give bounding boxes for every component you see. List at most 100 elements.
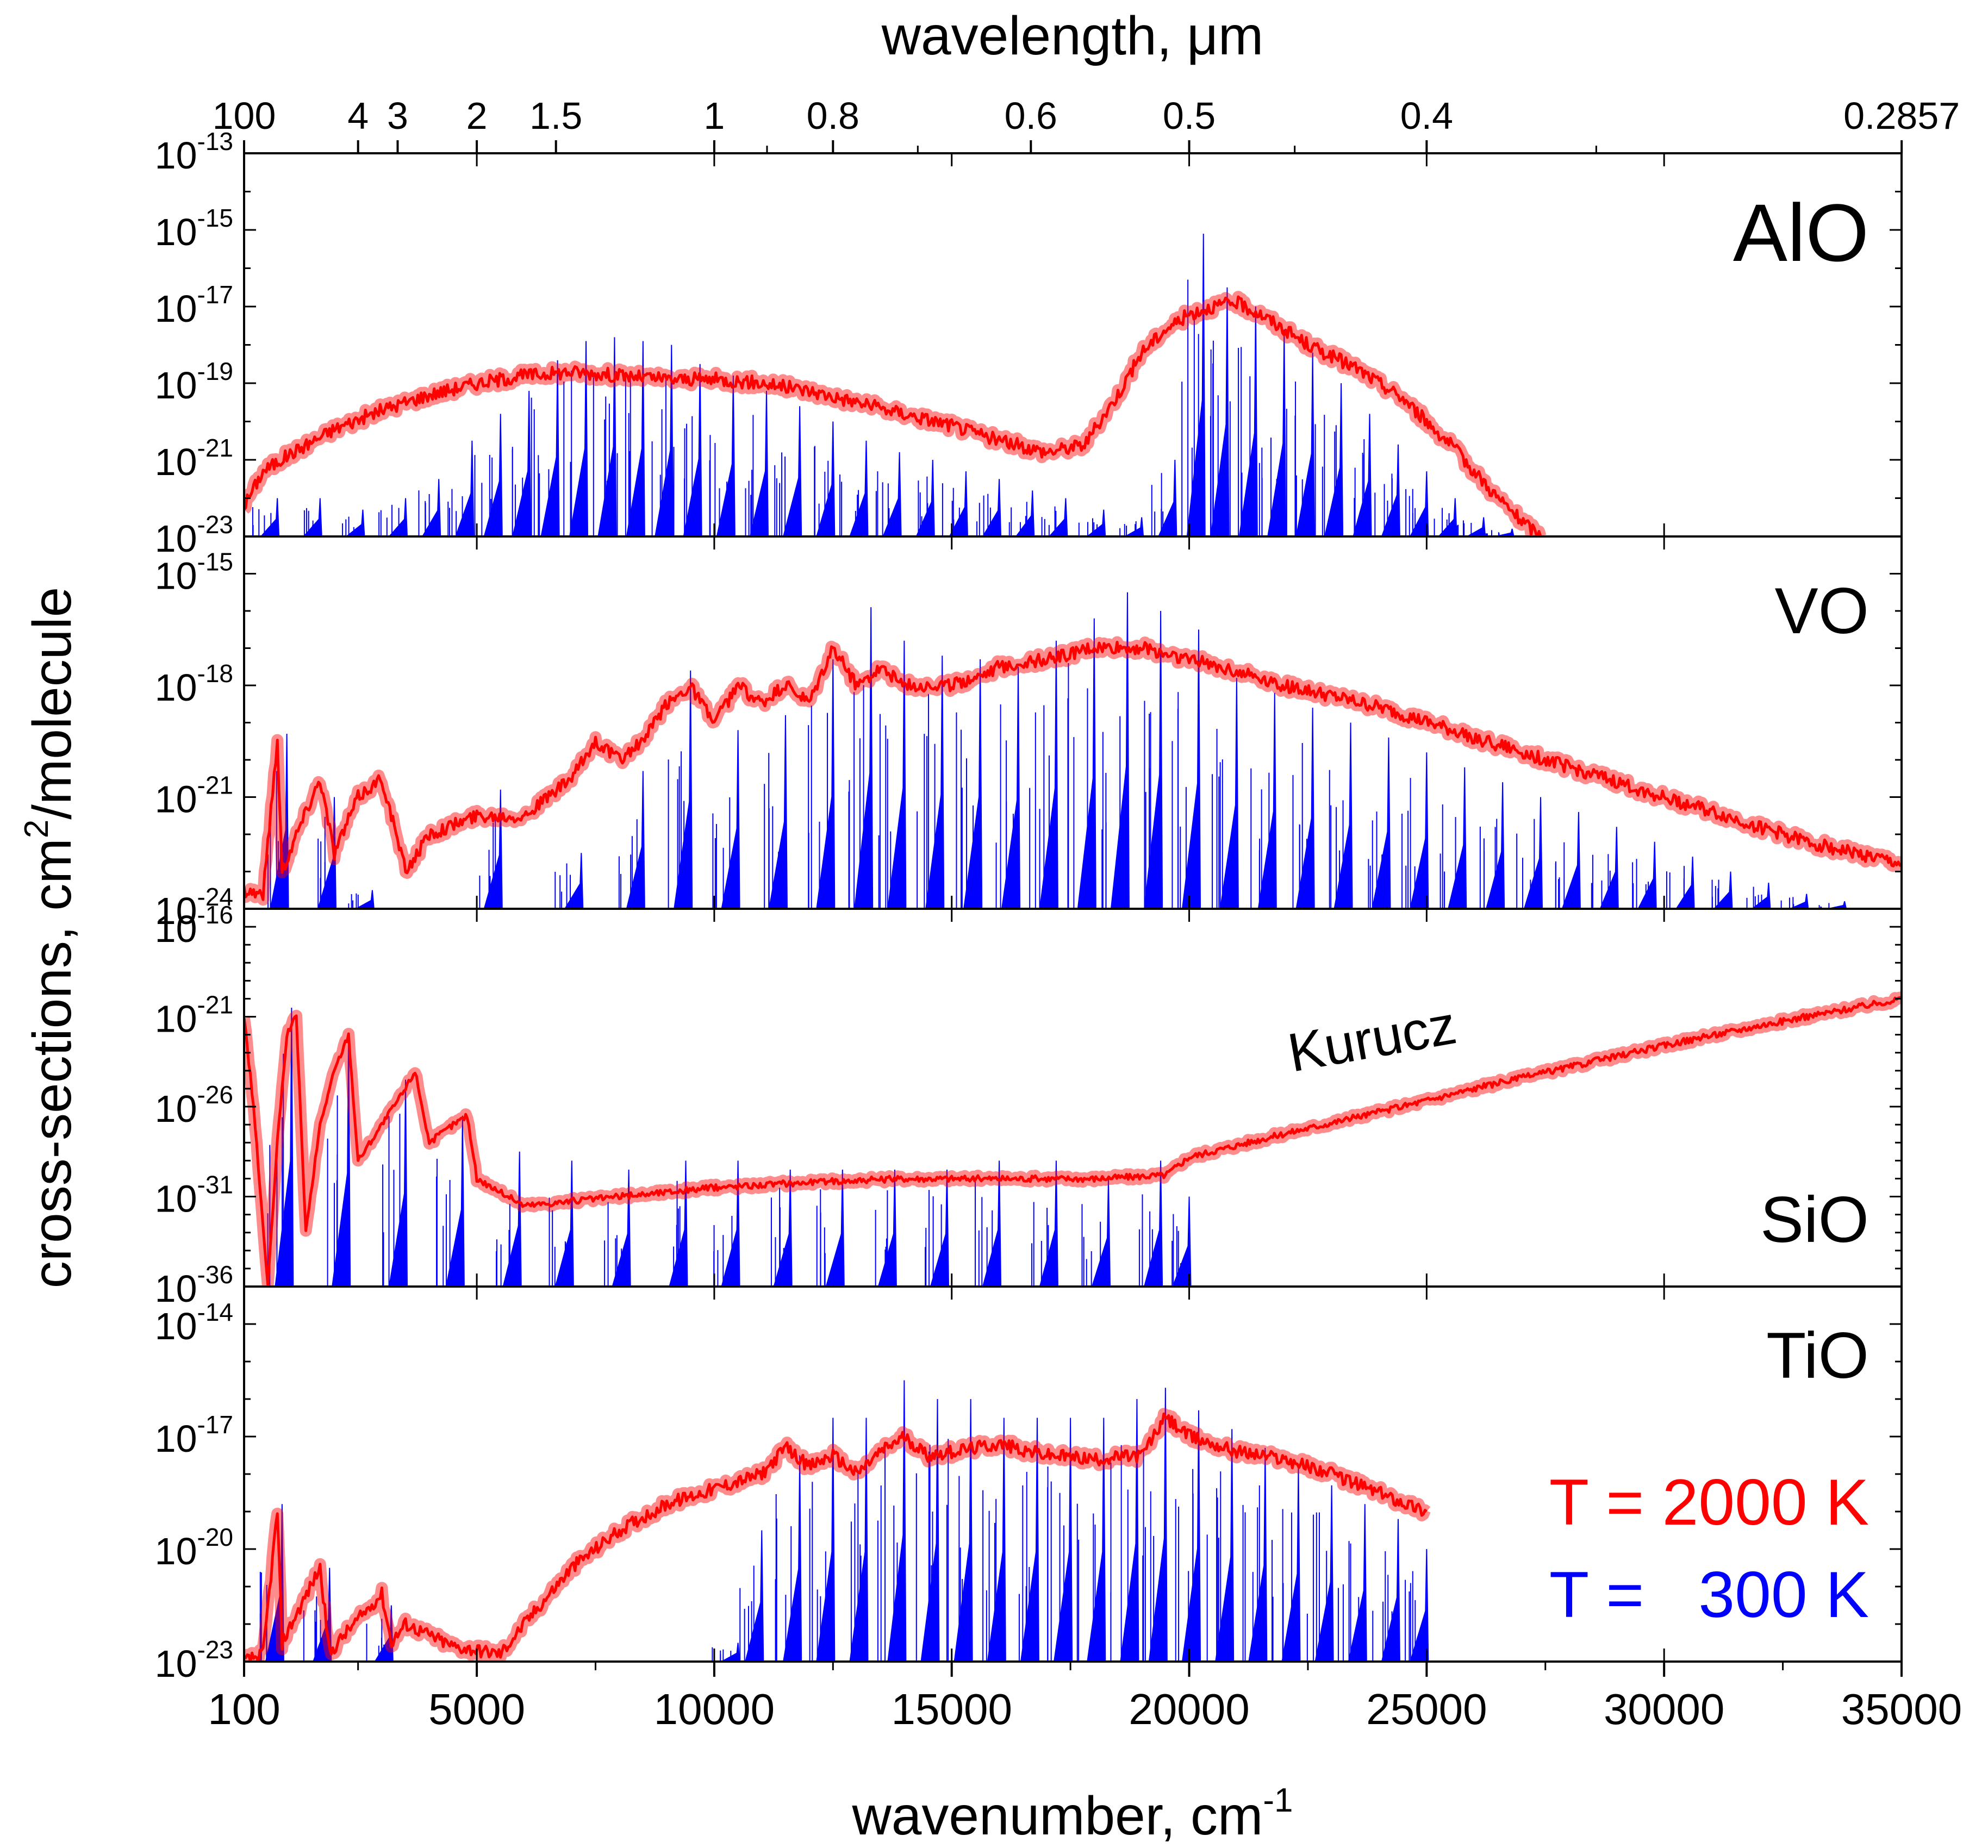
- top-tick-label: 1.5: [529, 95, 582, 137]
- blue-band: [569, 341, 589, 536]
- y-tick-label: 10-21: [155, 991, 233, 1040]
- x-tick-label: 5000: [428, 1685, 525, 1733]
- x-tick-label: 10000: [654, 1685, 775, 1733]
- panel-tio: 10-23 10-20 10-17 10-14: [155, 1285, 1903, 1685]
- bottom-axis-ticks: 100 5000 10000 15000 20000 25000 30000 35000: [208, 153, 1962, 1733]
- blue-band: [260, 498, 280, 536]
- kurucz-annotation: Kurucz: [1283, 994, 1461, 1083]
- top-tick-label: 0.2857: [1843, 95, 1960, 137]
- blue-band: [1091, 1178, 1111, 1287]
- blue-band: [887, 640, 907, 909]
- blue-band: [540, 360, 560, 536]
- blue-band: [1410, 752, 1429, 909]
- blue-band: [849, 1418, 869, 1662]
- blue-band: [1438, 498, 1457, 536]
- top-tick-label: 4: [347, 95, 369, 137]
- y-tick-label: 10-36: [155, 1260, 233, 1310]
- blue-band: [683, 364, 702, 536]
- blue-band: [1215, 1429, 1235, 1662]
- blue-band: [374, 1605, 394, 1662]
- blue-band: [1637, 841, 1657, 909]
- blue-band: [483, 414, 503, 536]
- blue-band: [564, 853, 584, 909]
- blue-band: [1110, 592, 1130, 909]
- panel-sio: 10-36 10-31 10-26 10-21 10-16: [155, 901, 1903, 1310]
- y-tick-label: 10-17: [155, 280, 233, 330]
- blue-band: [1790, 894, 1809, 909]
- y-tick-label: 10-21: [155, 434, 233, 483]
- blue-band: [1186, 234, 1206, 536]
- y-tick-label: 10-16: [155, 901, 233, 950]
- blue-band: [925, 655, 945, 909]
- x-tick-label: 30000: [1604, 1685, 1724, 1733]
- x-tick-label: 25000: [1366, 1685, 1487, 1733]
- blue-band: [597, 337, 617, 536]
- y-axis-title: cross-sections, cm2/molecule: [18, 587, 83, 1288]
- top-tick-label: 0.8: [807, 95, 859, 137]
- panel-alo: 10-23 10-21 10-19 10-17 10-15 10-13: [155, 127, 1903, 560]
- y-tick-label: 10-21: [155, 771, 233, 821]
- blue-band: [1086, 509, 1106, 536]
- red-curve: [244, 996, 1902, 1287]
- red-band: [244, 636, 1902, 906]
- series-2000k: [244, 636, 1902, 906]
- blue-band: [1148, 1388, 1168, 1662]
- blue-band: [825, 1169, 845, 1287]
- blue-band: [854, 607, 874, 909]
- blue-band: [887, 1380, 907, 1662]
- top-axis-title: wavelength, μm: [881, 5, 1263, 66]
- red-band: [244, 991, 1902, 1287]
- blue-band: [1020, 1418, 1039, 1662]
- blue-band: [720, 1643, 740, 1662]
- y-tick-label: 10-23: [155, 1635, 233, 1685]
- red-curve: [244, 1412, 1428, 1662]
- legend-300k: T = 300 K: [1549, 1558, 1869, 1631]
- panels: 10-23 10-21 10-19 10-17 10-15 10-13 10-24 10-21…: [155, 127, 1903, 1685]
- blue-band: [982, 479, 1002, 536]
- panel-title-alo: AlO: [1733, 187, 1869, 278]
- panel-vo: 10-24 10-21 10-18 10-15: [155, 535, 1903, 932]
- top-tick-label: 1: [703, 95, 725, 137]
- blue-band: [1381, 1519, 1400, 1662]
- blue-band: [816, 1418, 836, 1662]
- blue-band: [721, 730, 740, 909]
- blue-band: [877, 1169, 897, 1287]
- blue-band: [1144, 1160, 1163, 1287]
- blue-band: [388, 498, 408, 536]
- top-tick-label: 3: [387, 95, 408, 137]
- y-tick-label: 10-15: [155, 204, 233, 253]
- x-tick-label: 100: [208, 1685, 280, 1733]
- blue-band: [1828, 901, 1847, 909]
- blue-band: [954, 1399, 973, 1662]
- blue-band: [483, 789, 503, 909]
- blue-band: [1495, 528, 1515, 536]
- blue-band: [655, 345, 674, 536]
- blue-band: [1561, 811, 1581, 909]
- red-curve: [244, 295, 1542, 536]
- blue-band: [1267, 329, 1287, 536]
- blue-band: [1333, 722, 1353, 909]
- blue-band: [626, 771, 645, 909]
- blue-band: [745, 1530, 764, 1662]
- blue-band: [1182, 629, 1201, 909]
- blue-band: [1210, 287, 1230, 536]
- x-tick-label: 20000: [1129, 1685, 1249, 1733]
- y-tick-label: 10-20: [155, 1523, 233, 1572]
- series-2000k: [244, 991, 1902, 1287]
- blue-band: [1324, 383, 1344, 536]
- y-tick-label: 10-26: [155, 1081, 233, 1130]
- series-300k: [259, 1380, 1429, 1662]
- y-tick-label: 10-24: [155, 883, 233, 932]
- y-tick-label: 10-18: [155, 659, 233, 709]
- y-tick-label: 10-19: [155, 357, 233, 407]
- blue-band: [1158, 459, 1177, 536]
- blue-band: [816, 659, 836, 909]
- series-2000k: [244, 1408, 1431, 1662]
- blue-band: [987, 1418, 1006, 1662]
- blue-band: [1675, 857, 1695, 909]
- blue-band: [1448, 767, 1467, 909]
- blue-band: [317, 797, 336, 909]
- series-300k: [267, 592, 1885, 909]
- top-tick-label: 0.4: [1400, 95, 1453, 137]
- blue-band: [275, 1008, 294, 1287]
